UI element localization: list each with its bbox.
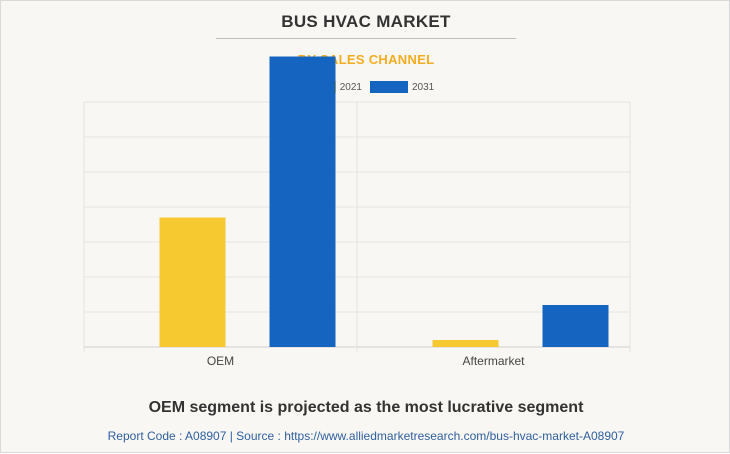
chart-title: BUS HVAC MARKET: [281, 12, 451, 31]
bar-aftermarket-2031: [542, 305, 609, 347]
legend-swatch-2031: [370, 81, 408, 93]
bar-oem-2021: [159, 217, 226, 347]
legend-label-2021: 2021: [339, 81, 362, 93]
bar-oem-2031: [269, 56, 336, 347]
legend-label-2031: 2031: [412, 81, 435, 93]
chart-caption: OEM segment is projected as the most luc…: [148, 399, 584, 416]
x-tick-label: OEM: [207, 354, 234, 368]
x-tick-label: Aftermarket: [462, 354, 525, 368]
source-line[interactable]: Report Code : A08907 | Source : https://…: [107, 429, 625, 443]
title-divider: [216, 38, 516, 39]
bar-aftermarket-2021: [432, 340, 499, 347]
legend-item-2031[interactable]: 2031: [370, 81, 434, 93]
